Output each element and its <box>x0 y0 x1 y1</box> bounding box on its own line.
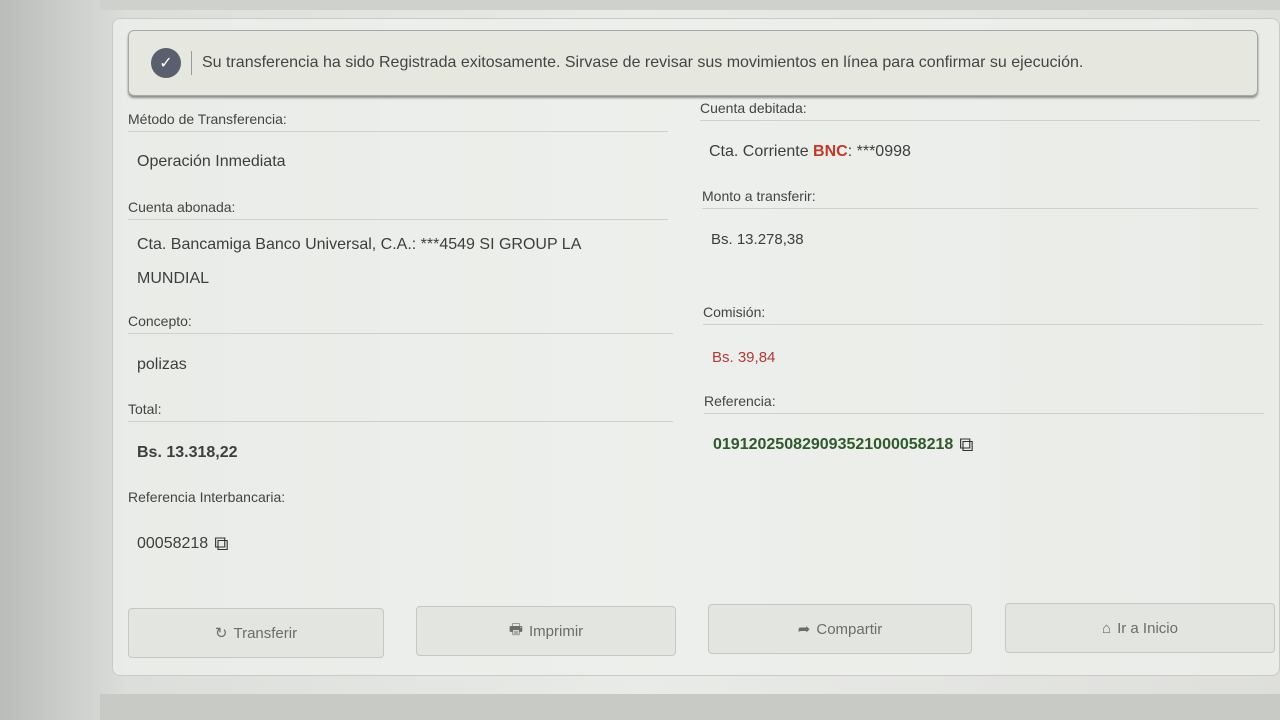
concepto-label: Concepto: <box>128 313 673 334</box>
monto-value: Bs. 13.278,38 <box>711 231 804 248</box>
comision-value: Bs. 39,84 <box>712 349 776 366</box>
debitada-value: Cta. Corriente BNC: ***0998 <box>709 143 911 160</box>
top-bar <box>100 0 1280 10</box>
comision-label: Comisión: <box>703 304 1263 325</box>
receipt-card <box>112 18 1280 676</box>
abonada-label: Cuenta abonada: <box>128 199 668 220</box>
bank-name: BNC <box>813 143 848 160</box>
transferir-button[interactable]: ↻ Transferir <box>128 608 384 658</box>
concepto-value: polizas <box>137 356 187 373</box>
ref-inter-label: Referencia Interbancaria: <box>128 489 286 505</box>
copy-icon[interactable]: ⧉ <box>214 533 229 555</box>
home-icon: ⌂ <box>1102 619 1112 637</box>
referencia-label: Referencia: <box>704 393 1264 414</box>
debitada-label: Cuenta debitada: <box>700 100 1260 121</box>
total-label: Total: <box>128 401 673 422</box>
check-circle-icon: ✓ <box>151 48 181 78</box>
taskbar <box>100 694 1280 720</box>
abonada-value: Cta. Bancamiga Banco Universal, C.A.: **… <box>137 236 581 287</box>
success-alert: ✓ Su transferencia ha sido Registrada ex… <box>128 30 1258 96</box>
print-icon: 🖶 <box>508 620 523 638</box>
monto-label: Monto a transferir: <box>702 188 1258 209</box>
copy-icon[interactable]: ⧉ <box>959 434 974 456</box>
ir-inicio-button[interactable]: ⌂ Ir a Inicio <box>1005 603 1275 653</box>
share-icon: ➦ <box>797 621 811 638</box>
imprimir-button[interactable]: 🖶 Imprimir <box>416 606 676 656</box>
metodo-label: Método de Transferencia: <box>128 111 668 132</box>
metodo-value: Operación Inmediata <box>137 153 286 170</box>
ref-inter-value: 00058218 <box>137 535 209 553</box>
alert-message: Su transferencia ha sido Registrada exit… <box>202 54 1084 71</box>
compartir-button[interactable]: ➦ Compartir <box>708 604 972 654</box>
referencia-value: 019120250829093521000058218 <box>713 436 954 454</box>
total-value: Bs. 13.318,22 <box>137 444 238 461</box>
divider <box>191 51 192 75</box>
refresh-icon: ↻ <box>214 625 228 642</box>
